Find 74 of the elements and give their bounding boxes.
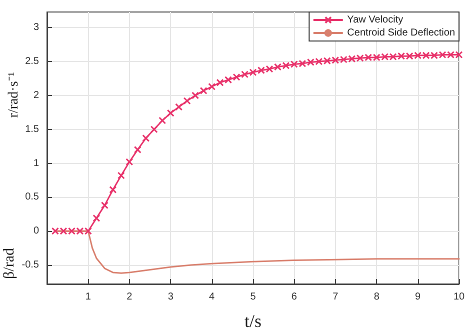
point: [274, 63, 282, 71]
y-tick-label: 1.5: [25, 124, 40, 135]
point: [183, 97, 191, 105]
point: [290, 60, 298, 68]
point: [134, 146, 142, 154]
y-tick-label: -0.5: [22, 260, 40, 271]
legend-label: Yaw Velocity: [347, 14, 404, 26]
point: [68, 227, 76, 235]
y-axis-title: r/rad·s⁻¹: [6, 72, 22, 118]
point: [241, 70, 249, 78]
point: [406, 52, 414, 60]
x-tick-label: 5: [250, 292, 256, 302]
point: [51, 227, 59, 235]
point: [76, 227, 84, 235]
point: [216, 78, 224, 86]
point: [332, 56, 340, 64]
point: [381, 53, 389, 61]
point: [266, 65, 274, 73]
point: [126, 158, 134, 166]
x-tick-label: 9: [415, 292, 422, 302]
point: [60, 227, 68, 235]
y-tick-label: 1: [33, 158, 40, 169]
point: [84, 227, 92, 235]
point: [422, 52, 430, 60]
point: [414, 52, 422, 60]
point: [455, 50, 463, 58]
text: β/rad: [2, 248, 18, 279]
point: [208, 82, 216, 90]
x-tick-label: 3: [168, 292, 174, 302]
point: [364, 54, 372, 62]
x-axis-title: t/s: [244, 311, 262, 331]
point: [92, 214, 100, 222]
point: [323, 57, 331, 65]
point: [447, 50, 455, 58]
x-tick-label: 8: [374, 292, 380, 302]
line-series: [54, 230, 460, 274]
point: [282, 62, 290, 70]
point: [356, 54, 364, 62]
legend-label: Centroid Side Deflection: [347, 28, 456, 38]
point: [142, 134, 150, 142]
y-tick-label: 3: [33, 22, 40, 34]
point: [438, 50, 446, 58]
x-tick-label: 7: [332, 292, 339, 302]
point: [109, 186, 117, 194]
point: [224, 76, 232, 84]
point: [232, 73, 240, 81]
y-tick-label: 0: [33, 226, 40, 237]
x-tick-label: 10: [453, 292, 465, 302]
y-tick-label: 0.5: [25, 192, 40, 203]
point: [315, 58, 323, 66]
point: [100, 202, 108, 210]
point: [117, 172, 125, 180]
point: [200, 86, 208, 94]
y-tick-label: 2: [33, 90, 40, 101]
point: [430, 52, 438, 60]
point: [166, 109, 174, 117]
point: [192, 92, 200, 100]
point: [340, 56, 348, 64]
point: [257, 66, 265, 74]
x-tick-label: 6: [291, 292, 298, 302]
point: [150, 126, 158, 134]
point: [398, 52, 406, 60]
point: [389, 53, 397, 61]
point: [298, 60, 306, 68]
x-tick-label: 4: [209, 292, 216, 302]
point: [249, 68, 257, 76]
point: [158, 116, 166, 124]
point: [372, 54, 380, 62]
x-tick-label: 1: [85, 292, 92, 302]
point: [306, 58, 314, 66]
point: [348, 55, 356, 63]
y-tick-label: 2.5: [25, 56, 40, 68]
point: [175, 103, 183, 111]
x-tick-label: 2: [126, 292, 133, 302]
